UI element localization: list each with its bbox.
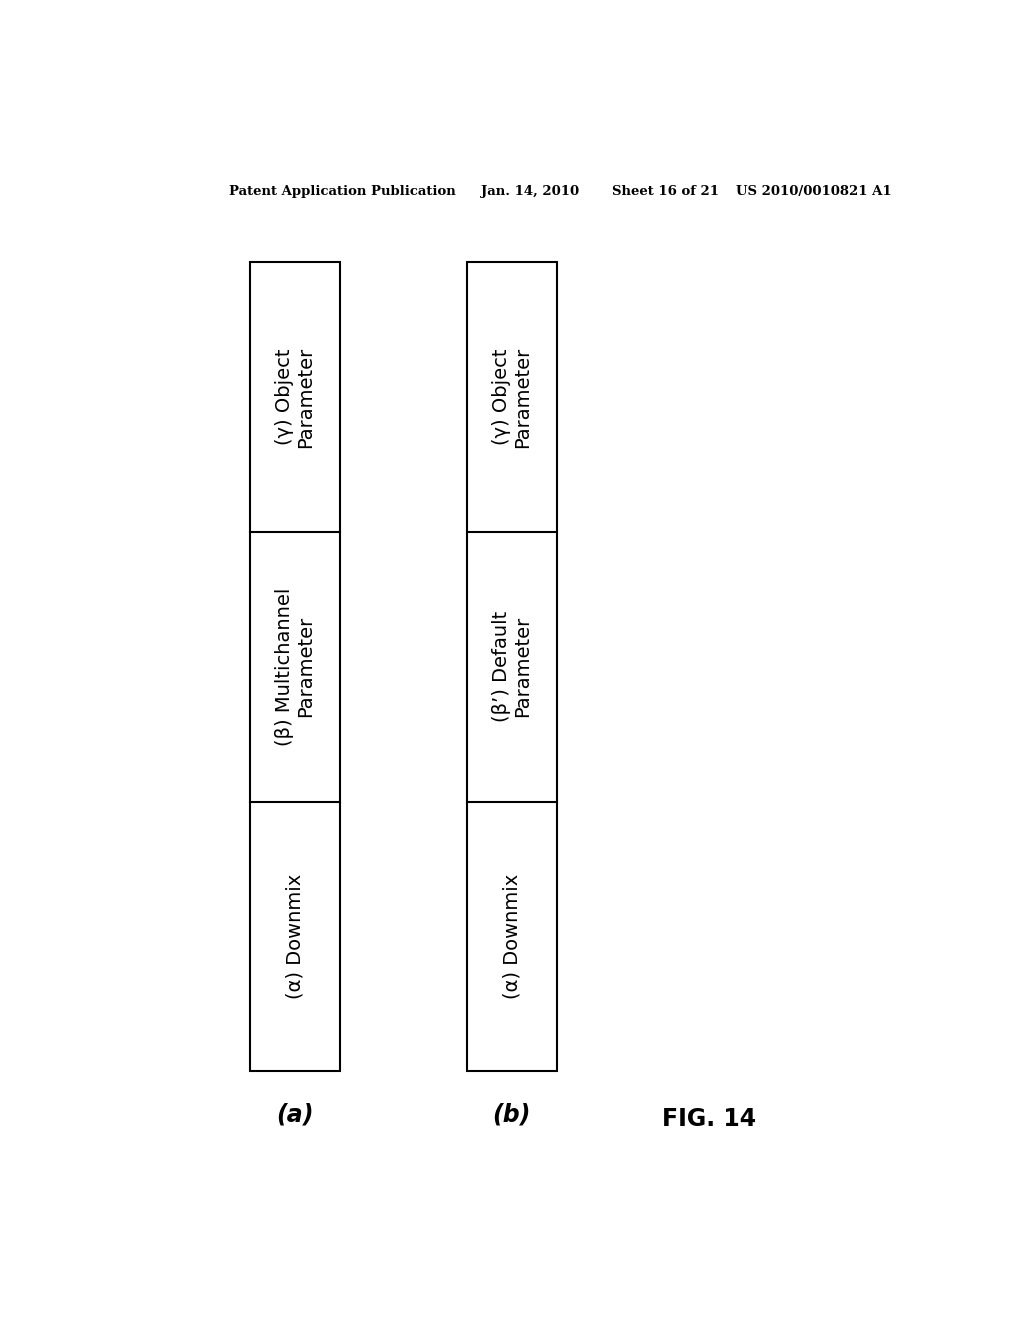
Text: (b): (b) (493, 1102, 530, 1127)
Text: (α) Downmix: (α) Downmix (503, 874, 521, 999)
Text: (a): (a) (275, 1102, 313, 1127)
Text: Sheet 16 of 21: Sheet 16 of 21 (612, 185, 720, 198)
Bar (251, 263, 340, 1071)
Text: US 2010/0010821 A1: US 2010/0010821 A1 (736, 185, 892, 198)
Text: Patent Application Publication: Patent Application Publication (228, 185, 456, 198)
Text: (β) Multichannel
Parameter: (β) Multichannel Parameter (274, 587, 315, 746)
Text: Jan. 14, 2010: Jan. 14, 2010 (480, 185, 579, 198)
Bar (467, 263, 557, 1071)
Text: (α) Downmix: (α) Downmix (286, 874, 304, 999)
Text: (γ) Object
Parameter: (γ) Object Parameter (492, 346, 532, 447)
Text: FIG. 14: FIG. 14 (663, 1107, 757, 1131)
Text: (β’) Default
Parameter: (β’) Default Parameter (492, 611, 532, 722)
Text: (γ) Object
Parameter: (γ) Object Parameter (274, 346, 315, 447)
